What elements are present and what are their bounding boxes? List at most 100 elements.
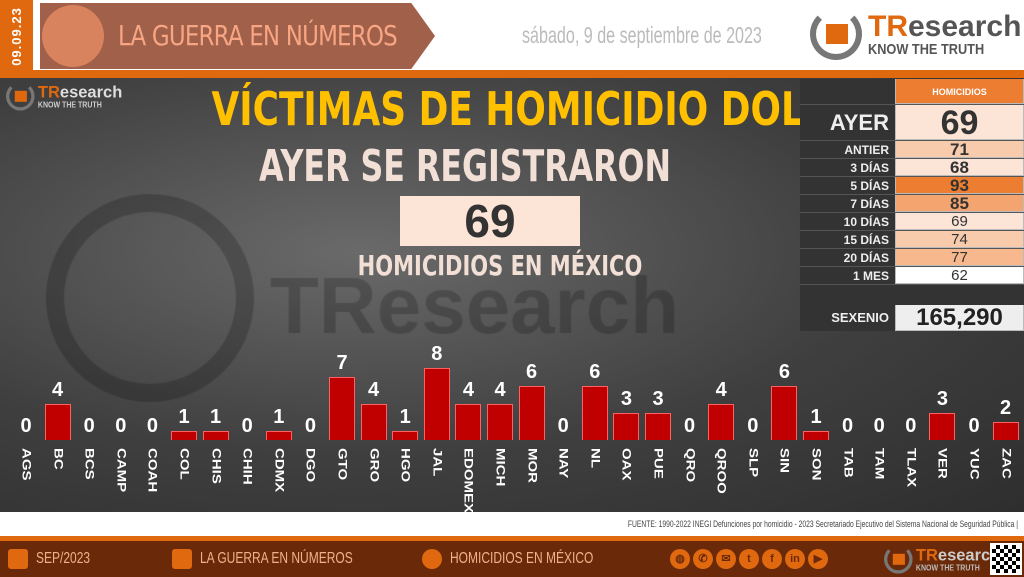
category-label: CHIH [232, 448, 262, 518]
data-label: 4 [462, 379, 474, 401]
data-label: 1 [210, 406, 222, 428]
chart-bubble-icon [422, 549, 442, 569]
row-value: 62 [895, 267, 1024, 284]
main-subtitle: AYER SE REGISTRARON [259, 141, 671, 192]
data-label: 0 [873, 415, 885, 437]
data-label: 0 [747, 415, 759, 437]
row-label: 20 DÍAS [800, 249, 895, 266]
table-row: 3 DÍAS 68 [800, 159, 1024, 177]
row-label: 10 DÍAS [800, 213, 895, 230]
calendar-icon [8, 549, 28, 569]
logo-icon [6, 82, 35, 111]
logo-icon [810, 8, 862, 60]
bar-jal [423, 368, 450, 440]
date-strip-text: 09.09.23 [9, 6, 25, 66]
facebook-icon[interactable]: f [762, 549, 782, 569]
data-label: 7 [336, 352, 348, 374]
table-row: 10 DÍAS 69 [800, 213, 1024, 231]
tick-label: HGO [398, 448, 413, 483]
data-label: 3 [652, 388, 664, 410]
tick-label: VER [935, 448, 950, 479]
divider [0, 70, 1024, 78]
category-label: EDOMEX [453, 448, 483, 518]
footer-section[interactable]: LA GUERRA EN NÚMEROS [172, 541, 404, 577]
logo-tagline: KNOW THE TRUTH [915, 562, 980, 573]
phone-icon[interactable]: ✆ [693, 549, 713, 569]
qr-code[interactable] [990, 543, 1022, 575]
table-row: ANTIER 71 [800, 141, 1024, 159]
tick-label: MOR [524, 448, 539, 483]
data-label: 1 [399, 406, 411, 428]
data-label: 0 [842, 415, 854, 437]
row-value: 85 [895, 195, 1024, 213]
category-label: NAY [548, 448, 578, 518]
data-label: 1 [810, 406, 822, 428]
logo-tagline: KNOW THE TRUTH [37, 99, 102, 110]
tick-label: TAM [872, 448, 887, 480]
tick-label: AGS [19, 448, 33, 481]
tick-label: QROO [714, 448, 729, 494]
bar-ver [929, 413, 956, 440]
data-label: 2 [1000, 397, 1012, 419]
social-links: ◍ ✆ ✉ t f in ▶ [670, 549, 831, 569]
footer-topic-label: HOMICIDIOS EN MÉXICO [450, 550, 594, 567]
tick-label: SIN [777, 448, 792, 474]
bar-col [171, 431, 197, 440]
globe-icon[interactable]: ◍ [670, 549, 690, 569]
sexenio-label: SEXENIO [800, 305, 895, 331]
mexico-map-icon [42, 5, 104, 67]
bar-son [803, 431, 829, 440]
main-title: VÍCTIMAS DE HOMICIDIO DOLOSO [211, 82, 890, 136]
data-label: 0 [557, 415, 569, 437]
divider [0, 536, 1024, 541]
tick-label: BCS [82, 448, 97, 480]
row-label: 7 DÍAS [800, 195, 895, 212]
category-label: GRO [359, 448, 389, 518]
logo-brand: TResearch [915, 545, 1001, 564]
table-row: 7 DÍAS 85 [800, 195, 1024, 213]
category-label: SIN [769, 448, 799, 518]
data-label: 0 [20, 415, 32, 437]
row-value: 69 [895, 213, 1024, 230]
category-label: DGO [295, 448, 325, 518]
tick-label: SLP [746, 448, 760, 478]
category-label: MOR [517, 448, 547, 518]
bar-gro [360, 404, 387, 440]
bar-mor [518, 386, 545, 440]
bar-cdmx [265, 431, 292, 440]
small-logo: TResearch KNOW THE TRUTH [6, 82, 122, 111]
map-pin-icon [172, 549, 192, 569]
footer-topic[interactable]: HOMICIDIOS EN MÉXICO [422, 541, 641, 577]
table-row: 1 MES 62 [800, 267, 1024, 285]
bar-mich [487, 404, 513, 440]
linkedin-icon[interactable]: in [785, 549, 805, 569]
bar-zac [992, 422, 1019, 440]
tick-label: YUC [967, 448, 981, 480]
logo-icon [884, 545, 913, 574]
data-label: 0 [241, 415, 253, 437]
footer-section-label: LA GUERRA EN NÚMEROS [200, 550, 353, 567]
logo-brand: TResearch [868, 9, 1022, 43]
row-value: 74 [895, 231, 1024, 248]
bar-nl [581, 386, 608, 440]
youtube-icon[interactable]: ▶ [808, 549, 828, 569]
logo-tagline: KNOW THE TRUTH [868, 40, 985, 58]
row-value: 93 [895, 177, 1024, 195]
twitter-icon[interactable]: t [739, 549, 759, 569]
tick-label: TLAX [904, 448, 918, 488]
source-note: FUENTE: 1990-2022 INEGI Defunciones por … [627, 519, 1018, 529]
row-value: 68 [895, 159, 1024, 177]
banner-title: LA GUERRA EN NÚMEROS [118, 19, 398, 52]
category-label: QRO [675, 448, 705, 518]
table-row: 20 DÍAS 77 [800, 249, 1024, 267]
category-label: NL [580, 448, 610, 518]
data-label: 3 [936, 388, 948, 410]
mail-icon[interactable]: ✉ [716, 549, 736, 569]
sexenio-value: 165,290 [895, 305, 1024, 331]
tick-label: PUE [651, 448, 665, 479]
category-label: TAM [864, 448, 894, 518]
tick-label: CHIS [208, 448, 223, 484]
row-label: 3 DÍAS [800, 159, 895, 176]
category-label: QROO [706, 448, 736, 518]
category-label: HGO [390, 448, 420, 518]
